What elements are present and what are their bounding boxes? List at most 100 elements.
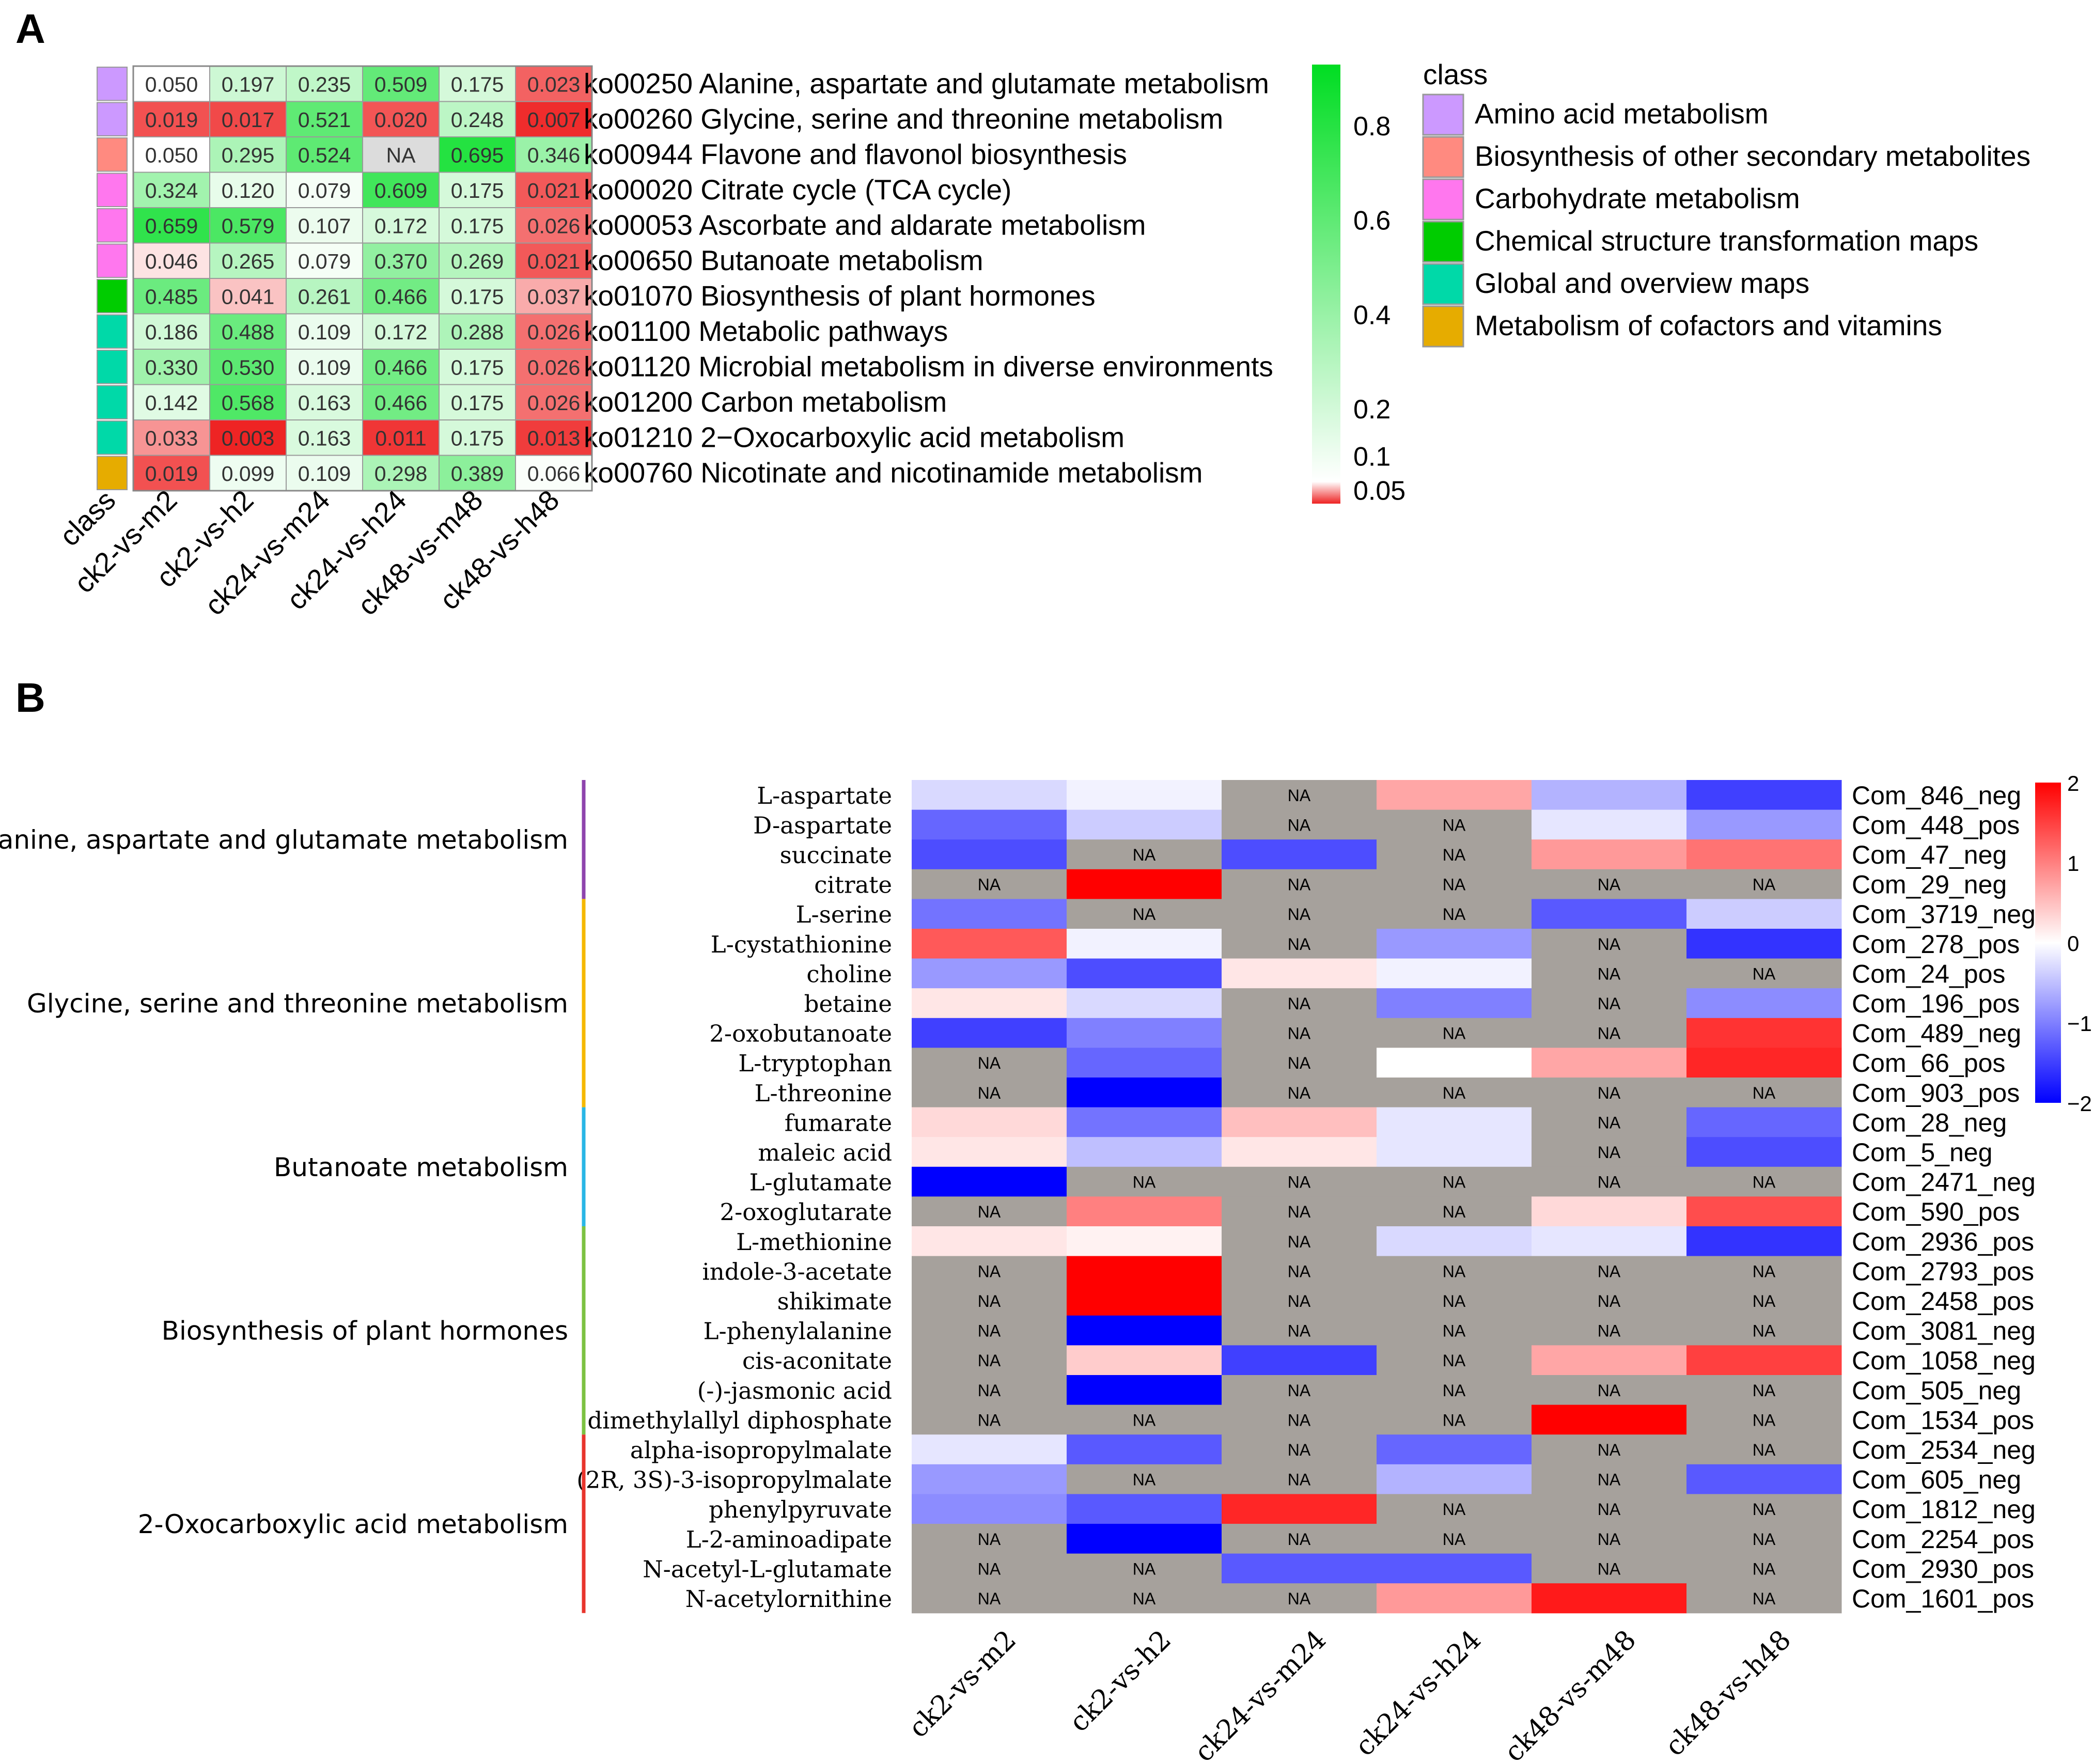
- heat-cell: [1222, 1078, 1377, 1108]
- na-label: NA: [978, 1411, 1001, 1429]
- heat-cell: [1067, 929, 1222, 959]
- heat-cell: [1686, 809, 1842, 840]
- compound-id: Com_3719_neg: [1852, 900, 2036, 929]
- heat-cell: [1067, 1166, 1222, 1197]
- cell-value: 0.265: [222, 249, 275, 273]
- cell-value: 0.389: [451, 462, 504, 486]
- metabolite-label: L-methionine: [736, 1228, 892, 1256]
- cell-value: 0.530: [222, 355, 275, 379]
- cell-value: 0.019: [145, 108, 198, 132]
- compound-id: Com_448_pos: [1852, 810, 2020, 839]
- heat-cell: [1222, 958, 1377, 989]
- cell-value: 0.066: [527, 462, 581, 486]
- legend-label: Metabolism of cofactors and vitamins: [1475, 309, 1942, 341]
- heat-cell: [286, 384, 363, 420]
- heat-cell: [209, 419, 287, 456]
- heat-cell: [1686, 1256, 1842, 1286]
- colorbar-tick: 0.4: [1353, 300, 1391, 330]
- heat-cell: [1222, 1048, 1377, 1078]
- heat-cell: [1532, 839, 1687, 870]
- na-label: NA: [1753, 876, 1776, 894]
- na-label: NA: [1753, 1262, 1776, 1281]
- na-label: NA: [1598, 1500, 1621, 1519]
- heat-cell: [1686, 1315, 1842, 1346]
- heat-cell: [209, 455, 287, 491]
- heat-cell: [1377, 839, 1532, 870]
- heat-cell: [1686, 780, 1842, 810]
- na-label: NA: [1598, 994, 1621, 1013]
- heat-cell: [209, 349, 287, 385]
- heat-cell: [912, 1434, 1067, 1465]
- heat-cell: [1686, 899, 1842, 929]
- cell-value: 0.011: [375, 426, 427, 450]
- na-label: NA: [1133, 1471, 1156, 1489]
- na-label: NA: [978, 1262, 1001, 1281]
- heat-cell: [1222, 1226, 1377, 1257]
- heat-cell: [1532, 1078, 1687, 1108]
- heat-cell: [1686, 1137, 1842, 1167]
- heat-cell: [1377, 780, 1532, 810]
- heat-cell: [1222, 1583, 1377, 1614]
- heat-cell: [1532, 1404, 1687, 1435]
- pathway-label: ko00650 Butanoate metabolism: [584, 244, 983, 276]
- metabolite-label: fumarate: [785, 1109, 892, 1136]
- group-label: Butanoate metabolism: [274, 1152, 568, 1182]
- heat-cell: [439, 242, 516, 279]
- legend-swatch: [1422, 263, 1464, 305]
- cell-value: 0.050: [145, 143, 198, 167]
- group-label: Glycine, serine and threonine metabolism: [27, 989, 568, 1019]
- cell-value: 0.269: [451, 249, 504, 273]
- heat-cell: [1377, 1375, 1532, 1406]
- heat-cell: [1067, 1583, 1222, 1614]
- pathway-label: ko00944 Flavone and flavonol biosynthesi…: [584, 138, 1127, 170]
- heat-cell: [1686, 1494, 1842, 1524]
- class-cell: [97, 314, 128, 349]
- na-label: NA: [978, 1203, 1001, 1221]
- cell-value: 0.120: [222, 179, 275, 202]
- compound-id: Com_2936_pos: [1852, 1227, 2034, 1256]
- na-label: NA: [1443, 1322, 1466, 1340]
- heat-cell: [1377, 809, 1532, 840]
- compound-id: Com_5_neg: [1852, 1138, 1992, 1167]
- cell-value: 0.107: [298, 214, 351, 238]
- cell-value: 0.013: [527, 426, 581, 450]
- heat-cell: [1067, 839, 1222, 870]
- heat-cell: [1067, 1315, 1222, 1346]
- na-label: NA: [1753, 1441, 1776, 1459]
- heat-cell: [912, 899, 1067, 929]
- heat-cell: [1686, 929, 1842, 959]
- na-label: NA: [978, 1322, 1001, 1340]
- cell-value: 0.109: [298, 320, 351, 344]
- heat-cell: [1377, 929, 1532, 959]
- heat-cell: [286, 349, 363, 385]
- cell-value: 0.175: [451, 72, 504, 96]
- heat-cell: [1532, 1434, 1687, 1465]
- heat-cell: [1222, 1375, 1377, 1406]
- compound-id: Com_2458_pos: [1852, 1287, 2034, 1316]
- heat-cell: [1222, 780, 1377, 810]
- heat-cell: [1532, 1583, 1687, 1614]
- na-label: NA: [978, 1054, 1001, 1072]
- heat-cell: [1222, 1286, 1377, 1316]
- heat-cell: [1067, 1078, 1222, 1108]
- heat-cell: [1067, 1553, 1222, 1584]
- heat-cell: [912, 1404, 1067, 1435]
- heat-cell: [1377, 1018, 1532, 1048]
- na-label: NA: [1288, 1262, 1311, 1281]
- na-label: NA: [1288, 1203, 1311, 1221]
- compound-id: Com_24_pos: [1852, 959, 2005, 988]
- heat-cell: [1067, 1196, 1222, 1227]
- cell-value: 0.021: [527, 179, 581, 202]
- heat-cell: [1377, 1404, 1532, 1435]
- heat-cell: [1532, 869, 1687, 899]
- heat-cell: [1067, 988, 1222, 1019]
- na-label: NA: [1443, 1262, 1466, 1281]
- na-label: NA: [1288, 816, 1311, 834]
- metabolite-label: 2-oxoglutarate: [720, 1198, 892, 1226]
- heat-cell: [912, 1464, 1067, 1494]
- na-label: NA: [1753, 1559, 1776, 1578]
- legend-swatch: [1422, 136, 1464, 178]
- pathway-label: ko00760 Nicotinate and nicotinamide meta…: [584, 457, 1202, 489]
- na-label: NA: [1443, 1381, 1466, 1400]
- heat-cell: [515, 171, 592, 208]
